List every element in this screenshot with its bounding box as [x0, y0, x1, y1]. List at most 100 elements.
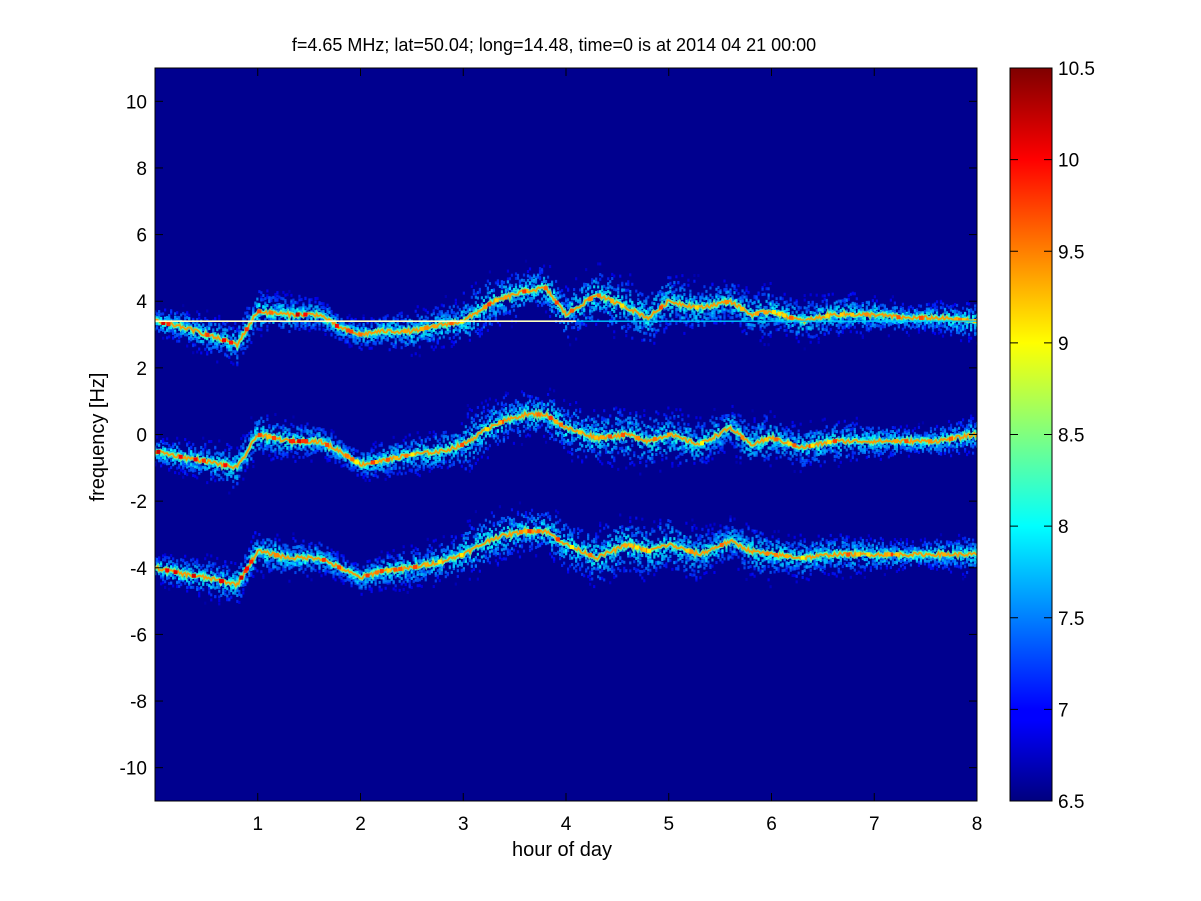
trace-hotspot — [800, 555, 805, 560]
trace-hotspot — [839, 312, 844, 317]
x-tick-labels: 1 2 3 4 5 6 7 8 — [252, 814, 982, 835]
trace-hotspot — [487, 302, 492, 307]
trace-hotspot — [321, 557, 326, 562]
trace-hotspot — [554, 300, 559, 305]
trace-hotspot — [379, 569, 384, 574]
y-axis-label: frequency [Hz] — [87, 373, 109, 502]
trace-hotspot — [325, 442, 330, 447]
trace-hotspot — [398, 567, 403, 572]
trace-hotspot — [244, 327, 249, 332]
spectrogram-traces — [155, 259, 977, 606]
trace-hotspot — [524, 529, 529, 534]
trace-hotspot — [484, 427, 489, 432]
trace-hotspot — [301, 439, 306, 444]
trace-hotspot — [570, 545, 575, 550]
trace-hotspot — [763, 310, 768, 315]
y-tick-label: -2 — [130, 492, 147, 513]
trace-hotspot — [291, 439, 296, 444]
trace-hotspot — [374, 570, 379, 575]
trace-hotspot — [777, 311, 782, 316]
trace-hotspot — [337, 565, 342, 570]
trace-hotspot — [243, 568, 248, 573]
trace-hotspot — [587, 297, 592, 302]
trace-hotspot — [536, 412, 541, 417]
trace-hotspot — [403, 329, 408, 334]
trace-hotspot — [350, 457, 355, 462]
trace-hotspot — [334, 323, 339, 328]
trace-hotspot — [621, 432, 626, 437]
trace-hotspot — [774, 437, 779, 442]
trace-hotspot — [846, 552, 851, 557]
trace-hotspot — [266, 434, 271, 439]
colorbar-tick-label: 9.5 — [1058, 242, 1084, 263]
trace-hotspot — [647, 548, 652, 553]
trace-hotspot — [856, 552, 861, 557]
trace-hotspot — [419, 327, 424, 332]
trace-hotspot — [191, 573, 196, 578]
trace-hotspot — [413, 565, 418, 570]
trace-hotspot — [833, 439, 838, 444]
trace-hotspot — [886, 552, 891, 557]
trace-hotspot — [689, 549, 694, 554]
trace-hotspot — [608, 434, 613, 439]
trace-hotspot — [449, 321, 454, 326]
trace-hotspot — [346, 328, 351, 333]
trace-hotspot — [518, 530, 523, 535]
trace-hotspot — [257, 432, 262, 437]
trace-hotspot — [344, 453, 349, 458]
trace-hotspot — [355, 460, 360, 465]
trace-hotspot — [373, 460, 378, 465]
trace-hotspot — [588, 553, 593, 558]
trace-hotspot — [394, 455, 399, 460]
trace-hotspot — [303, 312, 308, 317]
trace-hotspot — [610, 299, 615, 304]
trace-hotspot — [559, 422, 564, 427]
trace-hotspot — [494, 298, 499, 303]
trace-hotspot — [524, 288, 529, 293]
trace-hotspot — [424, 562, 429, 567]
trace-hotspot — [719, 542, 724, 547]
trace-hotspot — [659, 305, 664, 310]
y-tick-label: 6 — [136, 226, 147, 247]
trace-hotspot — [156, 449, 161, 454]
trace-hotspot — [577, 430, 582, 435]
trace-hotspot — [522, 289, 527, 294]
colorbar-tick-label: 9 — [1058, 334, 1069, 355]
trace-hotspot — [365, 573, 370, 578]
trace-hotspot — [543, 286, 548, 291]
trace-hotspot — [636, 435, 641, 440]
trace-hotspot — [536, 529, 541, 534]
x-tick-label: 3 — [458, 814, 469, 835]
x-tick-label: 1 — [252, 814, 263, 835]
y-tick-label: -10 — [120, 759, 147, 780]
trace-hotspot — [554, 419, 559, 424]
trace-hotspot — [295, 312, 300, 317]
trace-hotspot — [569, 308, 574, 313]
trace-hotspot — [459, 553, 464, 558]
trace-hotspot — [724, 299, 729, 304]
trace-hotspot — [949, 436, 954, 441]
trace-hotspot — [222, 338, 227, 343]
trace-hotspot — [239, 575, 244, 580]
trace-hotspot — [393, 567, 398, 572]
axis-ticks — [155, 68, 978, 801]
trace-hotspot — [297, 439, 302, 444]
trace-hotspot — [773, 552, 778, 557]
x-tick-label: 8 — [972, 814, 983, 835]
trace-hotspot — [866, 552, 871, 557]
trace-hotspot — [555, 537, 560, 542]
trace-hotspot — [596, 293, 601, 298]
trace-hotspot — [889, 552, 894, 557]
trace-hotspot — [201, 458, 206, 463]
colorbar-tick-label: 6.5 — [1058, 792, 1084, 813]
y-tick-label: 8 — [136, 159, 147, 180]
trace-hotspot — [432, 324, 437, 329]
trace-hotspot — [594, 435, 599, 440]
trace-hotspot — [339, 566, 344, 571]
trace-hotspot — [498, 420, 503, 425]
trace-hotspot — [165, 568, 170, 573]
y-tick-label: 10 — [126, 92, 147, 113]
trace-hotspot — [410, 452, 415, 457]
trace-hotspot — [620, 303, 625, 308]
trace-hotspot — [765, 551, 770, 556]
